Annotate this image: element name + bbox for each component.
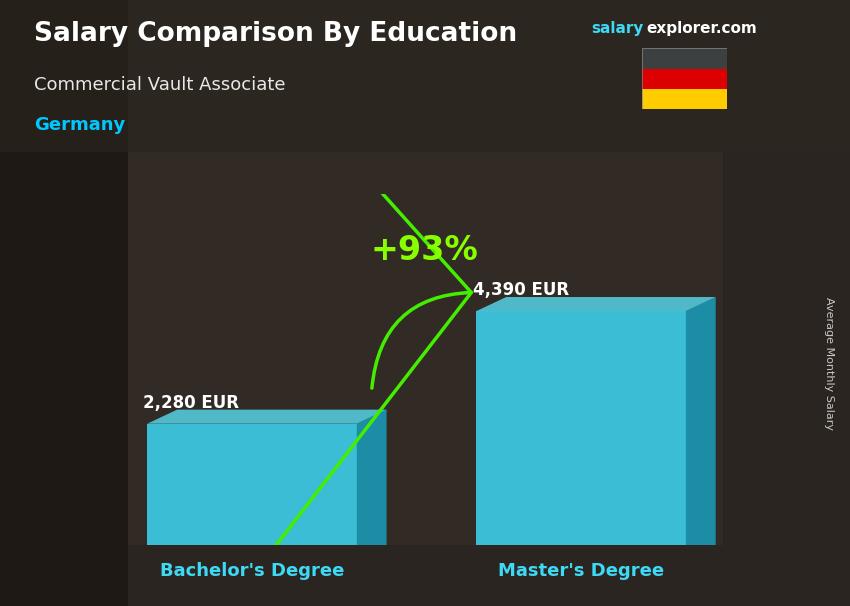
Bar [0, 0, 128, 606]
Bar [642, 48, 727, 68]
Bar [147, 424, 357, 545]
Text: 2,280 EUR: 2,280 EUR [144, 394, 240, 412]
Text: 4,390 EUR: 4,390 EUR [473, 281, 569, 299]
Bar [128, 152, 722, 545]
Bar [0, 0, 850, 152]
Text: Commercial Vault Associate: Commercial Vault Associate [34, 76, 286, 94]
FancyArrowPatch shape [211, 2, 471, 602]
Bar [642, 89, 727, 109]
Bar [642, 68, 727, 89]
Polygon shape [476, 297, 716, 311]
Text: salary: salary [591, 21, 643, 36]
Text: explorer.com: explorer.com [646, 21, 756, 36]
Text: Germany: Germany [34, 116, 125, 135]
Polygon shape [686, 297, 716, 545]
Bar [476, 311, 686, 545]
Polygon shape [147, 410, 387, 424]
Text: Salary Comparison By Education: Salary Comparison By Education [34, 21, 517, 47]
Polygon shape [357, 410, 387, 545]
Text: +93%: +93% [370, 234, 478, 267]
Text: Average Monthly Salary: Average Monthly Salary [824, 297, 834, 430]
